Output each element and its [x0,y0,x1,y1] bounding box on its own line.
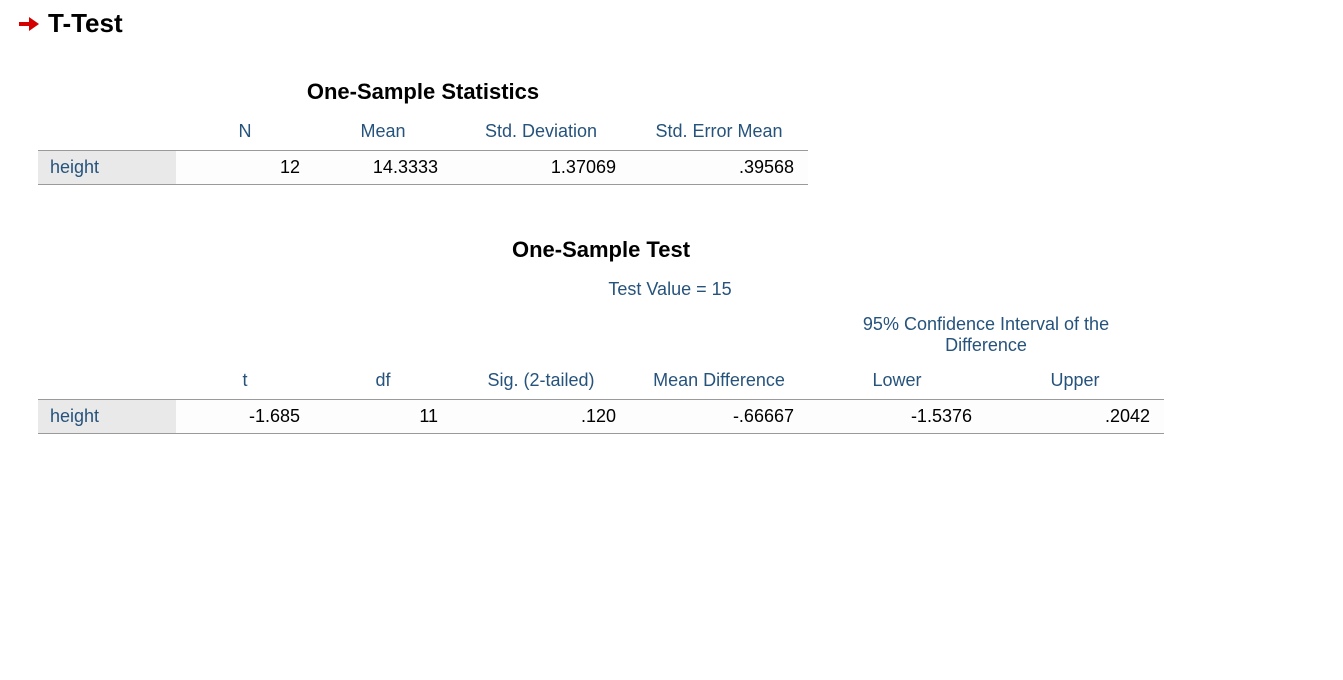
stats-header-row: N Mean Std. Deviation Std. Error Mean [38,115,808,151]
stats-val-n: 12 [176,151,314,185]
stats-table: N Mean Std. Deviation Std. Error Mean he… [38,115,808,185]
test-val-sig: .120 [452,400,630,434]
table-row: height -1.685 11 .120 -.66667 -1.5376 .2… [38,400,1164,434]
test-header-sig: Sig. (2-tailed) [452,308,630,400]
test-val-meandiff: -.66667 [630,400,808,434]
table-row: height 12 14.3333 1.37069 .39568 [38,151,808,185]
stats-val-mean: 14.3333 [314,151,452,185]
stats-header-n: N [176,115,314,151]
stats-val-se: .39568 [630,151,808,185]
stats-row-label: height [38,151,176,185]
test-header-df: df [314,308,452,400]
test-val-ci-upper: .2042 [986,400,1164,434]
stats-table-title: One-Sample Statistics [38,79,808,105]
test-header-ci-group: 95% Confidence Interval of the Differenc… [808,308,1164,364]
test-table-title: One-Sample Test [38,237,1164,263]
test-header-blank-1 [38,273,176,308]
test-header-blank-2 [38,308,176,400]
stats-header-std-dev: Std. Deviation [452,115,630,151]
test-header-t: t [176,308,314,400]
stats-val-sd: 1.37069 [452,151,630,185]
arrow-right-icon [18,14,40,34]
stats-header-se-mean: Std. Error Mean [630,115,808,151]
test-val-df: 11 [314,400,452,434]
test-header-ci-lower: Lower [808,364,986,400]
test-value-label: Test Value = 15 [176,273,1164,308]
test-row-label: height [38,400,176,434]
test-header-row-1: t df Sig. (2-tailed) Mean Difference 95%… [38,308,1164,364]
test-val-t: -1.685 [176,400,314,434]
test-header-meandiff: Mean Difference [630,308,808,400]
test-value-row: Test Value = 15 [38,273,1164,308]
test-table: Test Value = 15 t df Sig. (2-tailed) Mea… [38,273,1164,434]
stats-header-blank [38,115,176,151]
stats-header-mean: Mean [314,115,452,151]
heading-label: T-Test [48,8,123,39]
section-heading: T-Test [18,8,1335,39]
one-sample-test-block: One-Sample Test Test Value = 15 t df Sig… [38,237,1335,434]
one-sample-statistics-block: One-Sample Statistics N Mean Std. Deviat… [38,79,1335,185]
test-val-ci-lower: -1.5376 [808,400,986,434]
test-header-ci-upper: Upper [986,364,1164,400]
